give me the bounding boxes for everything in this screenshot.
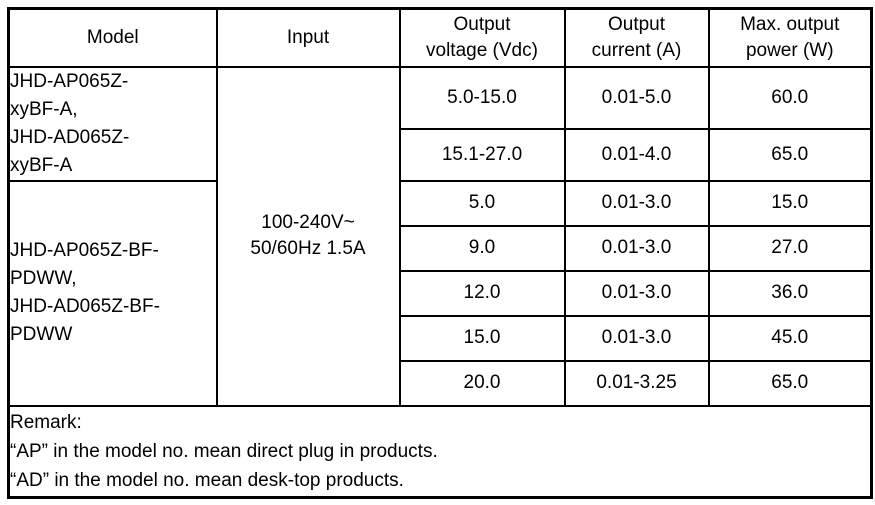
- col-header-output-current: Output current (A): [563, 7, 710, 68]
- table-row: JHD-AP065Z-BF- PDWW, JHD-AD065Z-BF- PDWW…: [7, 179, 873, 407]
- table-row: 12.0 0.01-3.0 36.0: [9, 269, 873, 317]
- remark-line-ap: “AP” in the model no. mean direct plug i…: [10, 440, 438, 462]
- col-header-max-output-power: Max. output power (W): [707, 7, 873, 68]
- table-row: 15.1-27.0 0.01-4.0 65.0: [9, 128, 873, 182]
- voltage-cell: 15.0: [398, 314, 566, 362]
- input-value-cell: 100-240V~ 50/60Hz 1.5A: [215, 65, 401, 407]
- power-cell: 15.0: [707, 179, 873, 227]
- model-group-2: JHD-AP065Z-BF- PDWW, JHD-AD065Z-BF- PDWW: [7, 179, 218, 407]
- table-row: JHD-AP065Z- xyBF-A, JHD-AD065Z- xyBF-A 1…: [7, 65, 873, 407]
- header-row: Model Input Output voltage (Vdc) Output …: [7, 7, 873, 68]
- power-cell: 45.0: [707, 314, 873, 362]
- power-cell: 27.0: [707, 224, 873, 272]
- remark-cell: Remark: “AP” in the model no. mean direc…: [7, 404, 873, 499]
- table-row: 20.0 0.01-3.25 65.0: [9, 359, 873, 407]
- col-header-model: Model: [7, 7, 218, 68]
- power-cell: 65.0: [707, 359, 873, 407]
- remark-title: Remark:: [10, 411, 82, 433]
- model-group-1: JHD-AP065Z- xyBF-A, JHD-AD065Z- xyBF-A: [7, 65, 218, 182]
- table-row: 15.0 0.01-3.0 45.0: [9, 314, 873, 362]
- power-cell: 65.0: [707, 128, 873, 182]
- col-header-output-voltage: Output voltage (Vdc): [398, 7, 566, 68]
- power-cell: 36.0: [707, 269, 873, 317]
- current-cell: 0.01-3.0: [563, 224, 710, 272]
- voltage-cell: 20.0: [398, 359, 566, 407]
- current-cell: 0.01-5.0: [563, 65, 710, 131]
- current-cell: 0.01-3.25: [563, 359, 710, 407]
- voltage-cell: 5.0-15.0: [398, 65, 566, 131]
- remark-row: Remark: “AP” in the model no. mean direc…: [7, 404, 873, 499]
- voltage-cell: 15.1-27.0: [398, 128, 566, 182]
- current-cell: 0.01-4.0: [563, 128, 710, 182]
- current-cell: 0.01-3.0: [563, 314, 710, 362]
- voltage-cell: 12.0: [398, 269, 566, 317]
- current-cell: 0.01-3.0: [563, 179, 710, 227]
- voltage-cell: 9.0: [398, 224, 566, 272]
- table-row: 9.0 0.01-3.0 27.0: [9, 224, 873, 272]
- spec-table: Model Input Output voltage (Vdc) Output …: [7, 7, 873, 499]
- current-cell: 0.01-3.0: [563, 269, 710, 317]
- voltage-cell: 5.0: [398, 179, 566, 227]
- power-cell: 60.0: [707, 65, 873, 131]
- remark-line-ad: “AD” in the model no. mean desk-top prod…: [10, 469, 404, 491]
- col-header-input: Input: [215, 7, 401, 68]
